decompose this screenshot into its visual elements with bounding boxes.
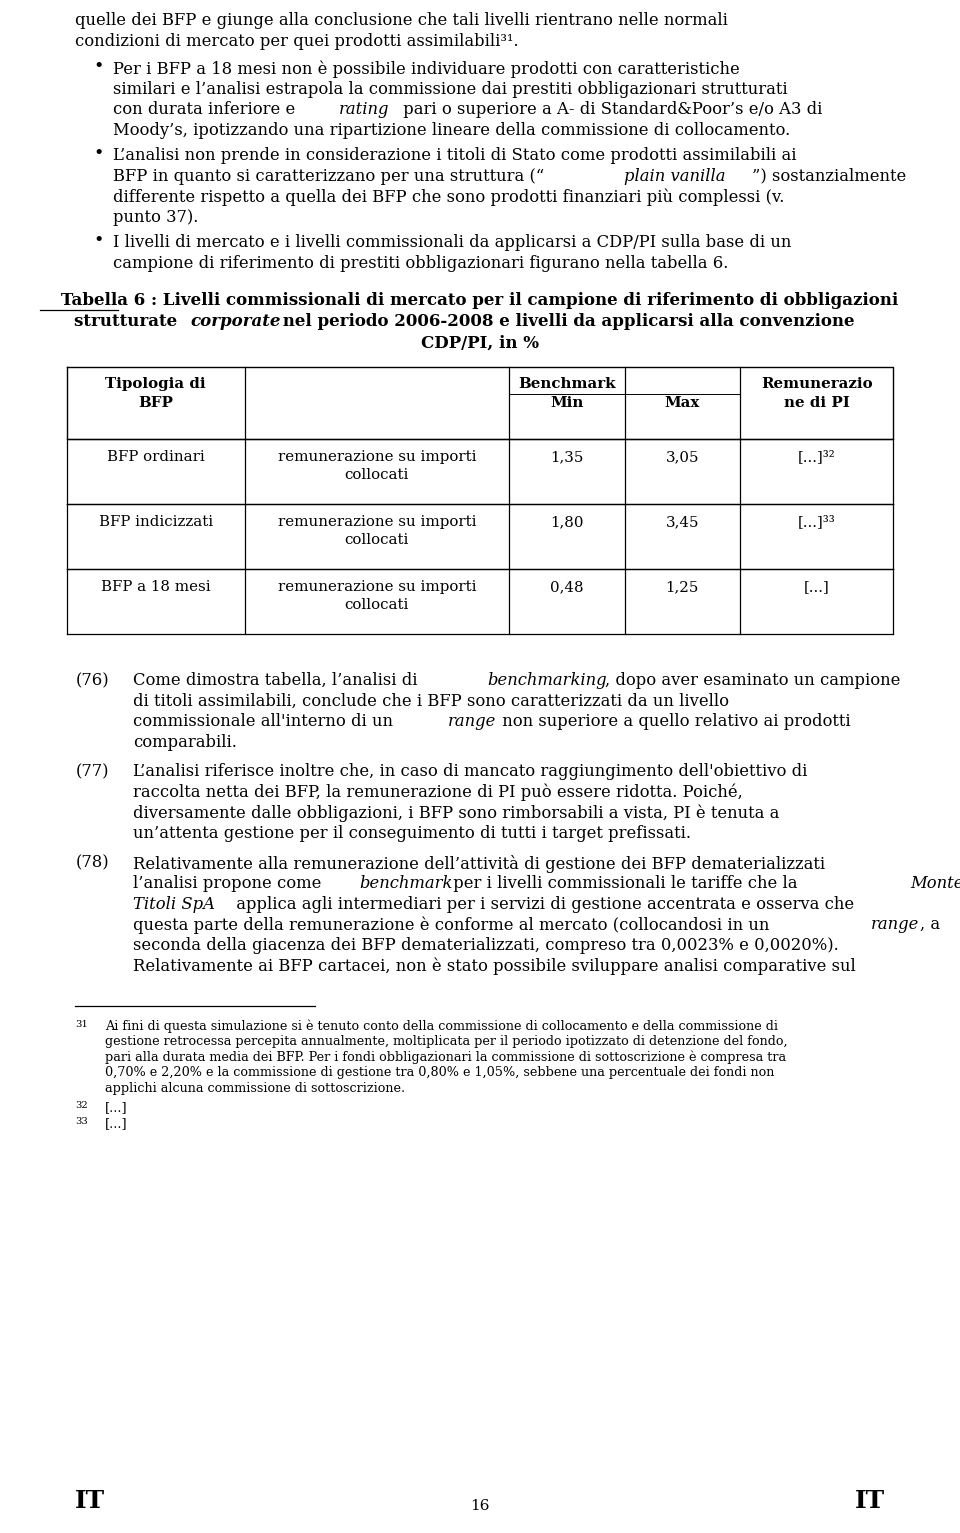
Text: Per i BFP a 18 mesi non è possibile individuare prodotti con caratteristiche: Per i BFP a 18 mesi non è possibile indi… [113,60,740,78]
Text: range: range [871,917,919,934]
Text: con durata inferiore e: con durata inferiore e [113,101,300,118]
Text: remunerazione su importi: remunerazione su importi [277,451,476,464]
Text: per i livelli commissionali le tariffe che la: per i livelli commissionali le tariffe c… [447,875,803,892]
Text: raccolta netta dei BFP, la remunerazione di PI può essere ridotta. Poiché,: raccolta netta dei BFP, la remunerazione… [133,783,743,802]
Text: Min: Min [550,396,584,409]
Text: Relativamente ai BFP cartacei, non è stato possibile sviluppare analisi comparat: Relativamente ai BFP cartacei, non è sta… [133,957,855,975]
Text: 1,80: 1,80 [550,515,584,529]
Text: remunerazione su importi: remunerazione su importi [277,579,476,595]
Text: IT: IT [75,1489,106,1513]
Text: , dopo aver esaminato un campione: , dopo aver esaminato un campione [605,671,900,688]
Text: pari o superiore a A- di Standard&Poor’s e/o A3 di: pari o superiore a A- di Standard&Poor’s… [398,101,823,118]
Text: corporate: corporate [190,313,280,330]
Text: 0,70% e 2,20% e la commissione di gestione tra 0,80% e 1,05%, sebbene una percen: 0,70% e 2,20% e la commissione di gestio… [105,1067,775,1079]
Text: applica agli intermediari per i servizi di gestione accentrata e osserva che: applica agli intermediari per i servizi … [231,895,854,912]
Text: [...]: [...] [105,1101,128,1114]
Text: differente rispetto a quella dei BFP che sono prodotti finanziari più complessi : differente rispetto a quella dei BFP che… [113,189,784,205]
Text: 3,05: 3,05 [665,451,699,464]
Text: punto 37).: punto 37). [113,208,199,225]
Text: commissionale all'interno di un: commissionale all'interno di un [133,713,398,730]
Text: quelle dei BFP e giunge alla conclusione che tali livelli rientrano nelle normal: quelle dei BFP e giunge alla conclusione… [75,12,728,29]
Text: [...]: [...] [804,579,829,595]
Text: Ai fini di questa simulazione si è tenuto conto della commissione di collocament: Ai fini di questa simulazione si è tenut… [105,1019,778,1033]
Text: remunerazione su importi: remunerazione su importi [277,515,476,529]
Text: comparabili.: comparabili. [133,734,237,751]
Text: applichi alcuna commissione di sottoscrizione.: applichi alcuna commissione di sottoscri… [105,1082,405,1095]
Text: L’analisi riferisce inoltre che, in caso di mancato raggiungimento dell'obiettiv: L’analisi riferisce inoltre che, in caso… [133,763,807,780]
Text: ne di PI: ne di PI [783,396,850,409]
Text: CDP/PI, in %: CDP/PI, in % [421,334,539,353]
Text: condizioni di mercato per quei prodotti assimilabili³¹.: condizioni di mercato per quei prodotti … [75,32,518,49]
Text: collocati: collocati [345,598,409,612]
Text: campione di riferimento di prestiti obbligazionari figurano nella tabella 6.: campione di riferimento di prestiti obbl… [113,254,729,271]
Text: 3,45: 3,45 [665,515,699,529]
Text: 32: 32 [75,1101,87,1110]
Text: •: • [93,233,104,250]
Text: benchmarking: benchmarking [487,671,607,688]
Text: nel periodo 2006-2008 e livelli da applicarsi alla convenzione: nel periodo 2006-2008 e livelli da appli… [277,313,854,330]
Text: questa parte della remunerazione è conforme al mercato (collocandosi in un: questa parte della remunerazione è confo… [133,917,775,934]
Text: (78): (78) [76,854,109,872]
Text: BFP ordinari: BFP ordinari [107,451,204,464]
Text: range: range [447,713,496,730]
Text: Tabella 6 : Livelli commissionali di mercato per il campione di riferimento di o: Tabella 6 : Livelli commissionali di mer… [61,291,899,308]
Text: •: • [93,146,104,164]
Text: , a: , a [920,917,940,934]
Text: Come dimostra tabella, l’analisi di: Come dimostra tabella, l’analisi di [133,671,422,688]
Text: similari e l’analisi estrapola la commissione dai prestiti obbligazionari strutt: similari e l’analisi estrapola la commis… [113,81,787,98]
Text: (76): (76) [76,671,109,688]
Text: [...]³³: [...]³³ [798,515,835,529]
Text: collocati: collocati [345,533,409,547]
Text: pari alla durata media dei BFP. Per i fondi obbligazionari la commissione di sot: pari alla durata media dei BFP. Per i fo… [105,1050,786,1064]
Text: BFP: BFP [138,396,173,409]
Text: 31: 31 [75,1019,88,1029]
Text: Titoli SpA: Titoli SpA [133,895,215,912]
Text: seconda della giacenza dei BFP dematerializzati, compreso tra 0,0023% e 0,0020%): seconda della giacenza dei BFP demateria… [133,937,839,954]
Text: Monte: Monte [910,875,960,892]
Text: Moody’s, ipotizzando una ripartizione lineare della commissione di collocamento.: Moody’s, ipotizzando una ripartizione li… [113,121,790,138]
Text: collocati: collocati [345,468,409,481]
Text: 1,25: 1,25 [665,579,699,595]
Text: Benchmark: Benchmark [518,377,615,391]
Text: gestione retrocessa percepita annualmente, moltiplicata per il periodo ipotizzat: gestione retrocessa percepita annualment… [105,1035,787,1049]
Text: plain vanilla: plain vanilla [624,167,726,185]
Text: benchmark: benchmark [359,875,452,892]
Text: L’analisi non prende in considerazione i titoli di Stato come prodotti assimilab: L’analisi non prende in considerazione i… [113,147,797,164]
Text: [...]: [...] [105,1116,128,1130]
Text: (77): (77) [76,763,109,780]
Text: un’attenta gestione per il conseguimento di tutti i target prefissati.: un’attenta gestione per il conseguimento… [133,825,691,842]
Text: [...]³²: [...]³² [798,451,835,464]
Text: non superiore a quello relativo ai prodotti: non superiore a quello relativo ai prodo… [497,713,851,730]
Text: Tipologia di: Tipologia di [106,377,206,391]
Text: ”) sostanzialmente: ”) sostanzialmente [753,167,906,185]
Text: l’analisi propone come: l’analisi propone come [133,875,326,892]
Text: di titoli assimilabili, conclude che i BFP sono caratterizzati da un livello: di titoli assimilabili, conclude che i B… [133,693,729,710]
Text: I livelli di mercato e i livelli commissionali da applicarsi a CDP/PI sulla base: I livelli di mercato e i livelli commiss… [113,235,791,251]
Text: Relativamente alla remunerazione dell’attività di gestione dei BFP dematerializz: Relativamente alla remunerazione dell’at… [133,854,826,872]
Text: rating: rating [339,101,390,118]
Text: Remunerazio: Remunerazio [760,377,873,391]
Text: •: • [93,58,104,77]
Text: BFP in quanto si caratterizzano per una struttura (“: BFP in quanto si caratterizzano per una … [113,167,544,185]
Text: strutturate: strutturate [74,313,182,330]
Text: 1,35: 1,35 [550,451,584,464]
Text: 0,48: 0,48 [550,579,584,595]
Text: 16: 16 [470,1499,490,1513]
Text: Max: Max [664,396,700,409]
Text: IT: IT [854,1489,885,1513]
Text: 33: 33 [75,1116,87,1125]
Text: diversamente dalle obbligazioni, i BFP sono rimborsabili a vista, PI è tenuta a: diversamente dalle obbligazioni, i BFP s… [133,805,780,822]
Text: BFP a 18 mesi: BFP a 18 mesi [101,579,210,595]
Text: BFP indicizzati: BFP indicizzati [99,515,213,529]
